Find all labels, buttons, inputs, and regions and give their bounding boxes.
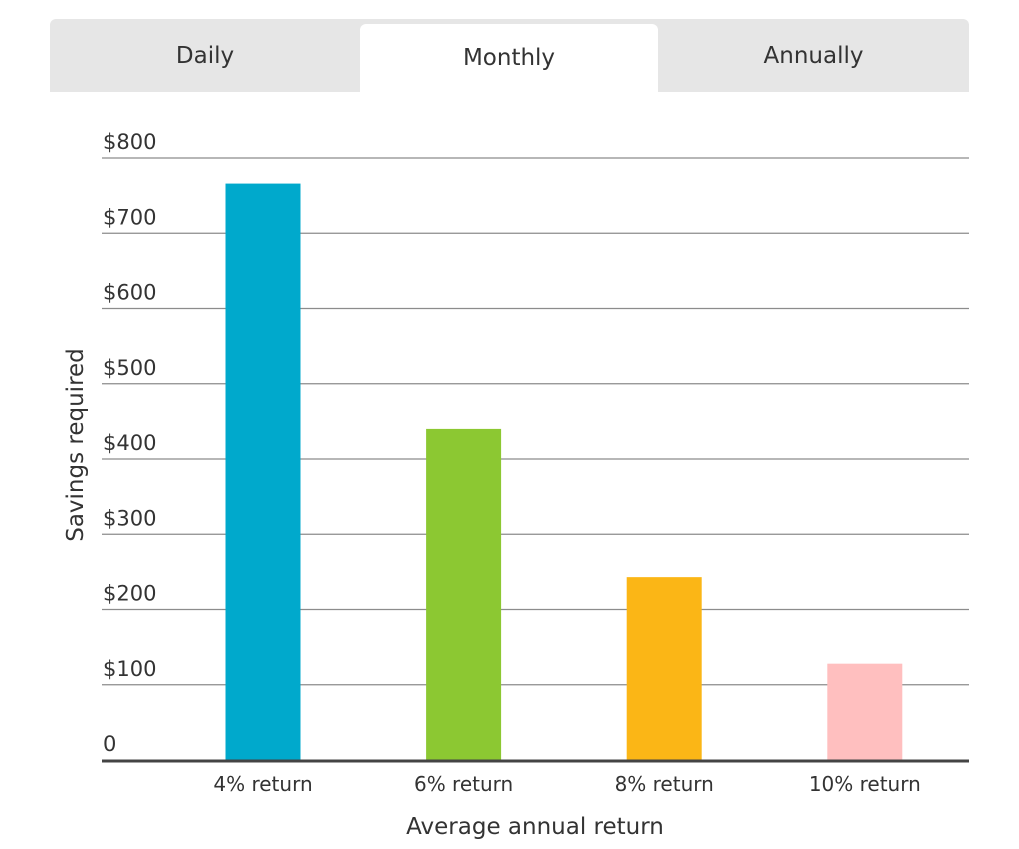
y-tick-label: $600 bbox=[103, 281, 156, 305]
y-axis-title: Savings required bbox=[63, 348, 89, 542]
tab-annually[interactable]: Annually bbox=[763, 42, 864, 69]
bar bbox=[626, 577, 702, 760]
x-tick-label: 4% return bbox=[213, 772, 312, 796]
bar bbox=[225, 183, 301, 760]
period-tabs: Daily Monthly Annually bbox=[50, 19, 969, 92]
tab-monthly[interactable]: Monthly bbox=[360, 24, 658, 92]
x-tick-label: 8% return bbox=[615, 772, 714, 796]
y-tick-label: $700 bbox=[103, 205, 156, 229]
tab-daily[interactable]: Daily bbox=[175, 42, 235, 69]
y-tick-label: $500 bbox=[103, 356, 156, 380]
y-tick-label: $800 bbox=[103, 130, 156, 154]
y-tick-labels: 0 $100 $200 $300 $400 $500 $600 $700 $800 bbox=[103, 130, 156, 756]
bars bbox=[225, 183, 903, 760]
y-tick-label: $300 bbox=[103, 506, 156, 530]
x-tick-label: 6% return bbox=[414, 772, 513, 796]
x-tick-labels: 4% return 6% return 8% return 10% return bbox=[213, 772, 920, 796]
y-tick-label: 0 bbox=[103, 732, 116, 756]
x-tick-label: 10% return bbox=[809, 772, 921, 796]
y-tick-label: $200 bbox=[103, 582, 156, 606]
y-tick-label: $400 bbox=[103, 431, 156, 455]
x-axis-title: Average annual return bbox=[406, 814, 664, 840]
y-tick-label: $100 bbox=[103, 657, 156, 681]
bar bbox=[827, 663, 903, 760]
bar bbox=[426, 428, 502, 760]
